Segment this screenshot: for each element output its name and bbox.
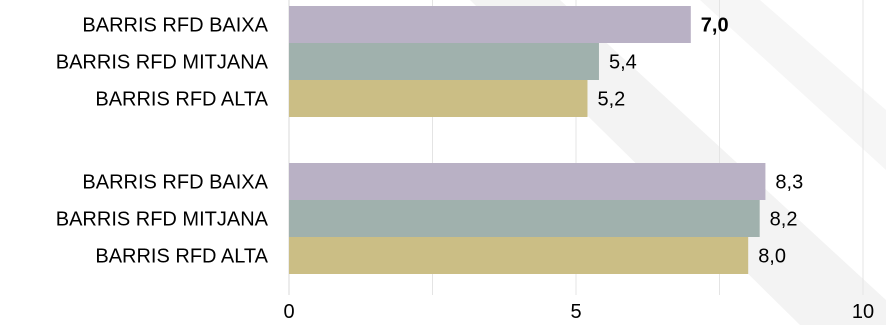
data-label: 8,0 <box>758 246 786 268</box>
data-label: 8,3 <box>775 172 803 194</box>
category-label: BARRIS RFD MITJANA <box>56 52 269 74</box>
data-label: 5,4 <box>609 52 637 74</box>
bar <box>289 43 599 80</box>
labels: BARRIS RFD BAIXA 7,0 BARRIS RFD MITJANA 5,4… <box>56 15 803 268</box>
x-tick-label: 5 <box>570 301 581 323</box>
category-label: BARRIS RFD BAIXA <box>82 15 268 37</box>
x-tick-label: 10 <box>852 301 874 323</box>
bar <box>289 80 588 117</box>
data-label: 5,2 <box>597 89 625 111</box>
bar <box>289 163 766 200</box>
bar <box>289 200 760 237</box>
bar <box>289 237 749 274</box>
category-label: BARRIS RFD ALTA <box>95 246 268 268</box>
category-label: BARRIS RFD MITJANA <box>56 209 269 231</box>
category-label: BARRIS RFD BAIXA <box>82 172 268 194</box>
x-tick-label: 0 <box>283 301 294 323</box>
data-label: 8,2 <box>770 209 798 231</box>
data-label: 7,0 <box>701 15 729 37</box>
bar <box>289 6 691 43</box>
category-label: BARRIS RFD ALTA <box>95 89 268 111</box>
x-axis-ticks: 0 5 10 <box>283 301 874 323</box>
bars <box>289 6 766 274</box>
background-stripe <box>700 0 886 170</box>
